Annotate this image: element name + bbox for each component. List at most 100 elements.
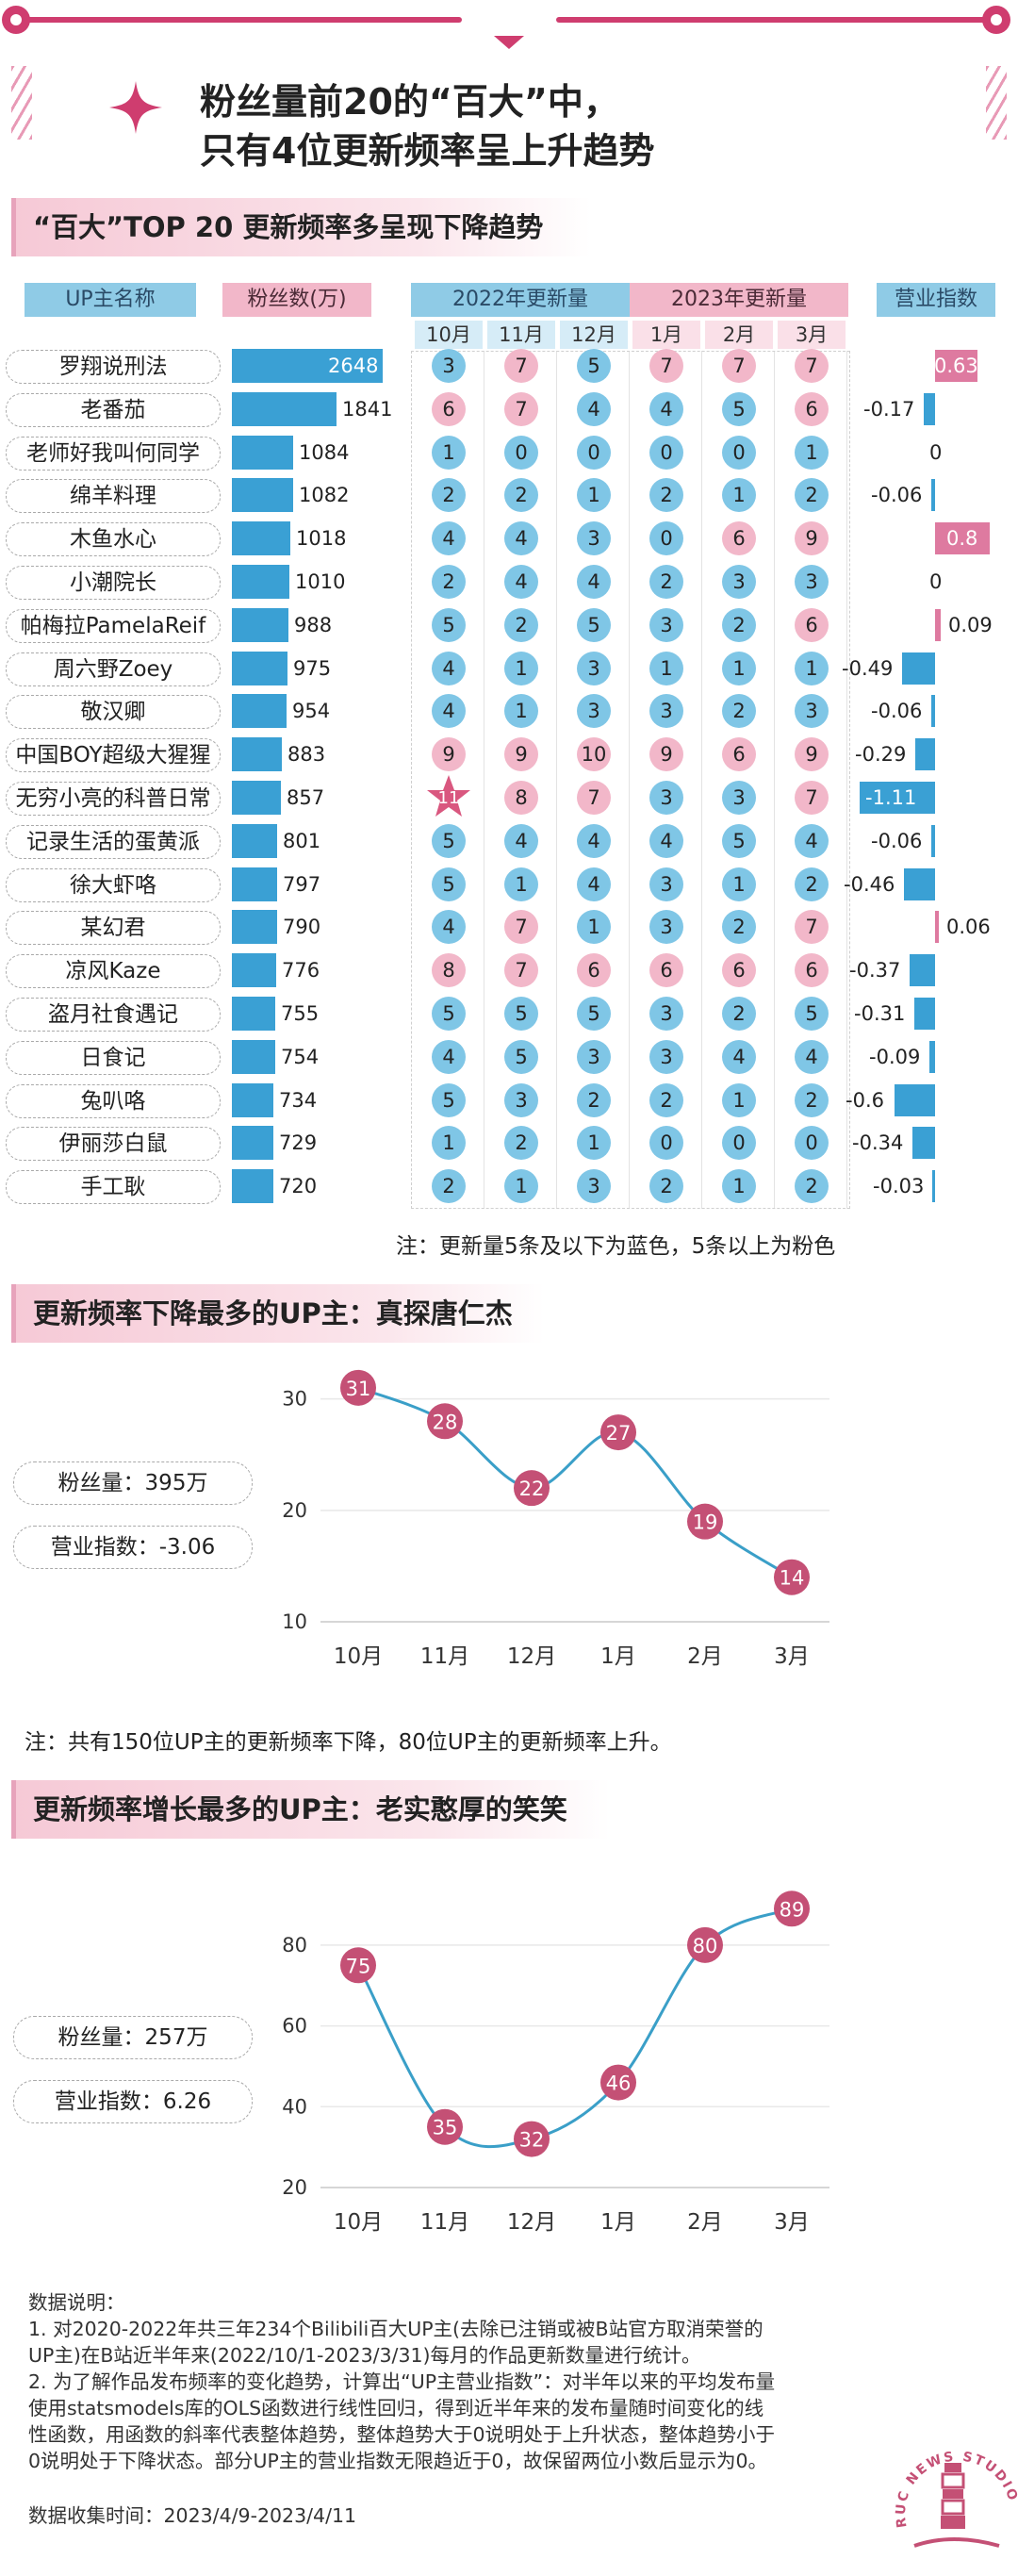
- fans-bar: [232, 478, 293, 513]
- data-label: 28: [433, 1411, 458, 1433]
- index-bar: [924, 392, 935, 425]
- data-note-1: 数据说明：: [28, 2291, 125, 2314]
- update-star: 11: [427, 775, 470, 817]
- data-label: 80: [693, 1935, 718, 1957]
- update-count: 1: [649, 651, 683, 685]
- update-count: 4: [432, 651, 466, 685]
- up-name: 绵羊料理: [6, 479, 221, 514]
- update-count: 7: [795, 910, 829, 945]
- update-count: 5: [722, 823, 756, 858]
- fans-value: 988: [294, 613, 333, 636]
- y-tick-label: 40: [282, 2095, 307, 2118]
- update-count: 2: [504, 478, 538, 513]
- data-point: 35: [427, 2108, 463, 2145]
- fans-value: 883: [287, 743, 326, 767]
- up-name: 手工耿: [6, 1170, 221, 1205]
- fans-value: 797: [283, 872, 321, 896]
- up-name: 记录生活的蛋黄派: [6, 824, 221, 859]
- x-tick-label: 1月: [600, 2210, 636, 2235]
- update-count: 1: [504, 651, 538, 685]
- update-count: 2: [577, 1082, 611, 1117]
- up-name: 帕梅拉PamelaReif: [6, 608, 221, 643]
- update-count: 5: [577, 349, 611, 383]
- data-point: 89: [774, 1891, 810, 1927]
- fans-bar: [232, 391, 337, 426]
- col-header-index: 营业指数: [877, 283, 995, 317]
- update-count: 2: [649, 565, 683, 599]
- fans-value: 755: [281, 1002, 320, 1025]
- update-count: 7: [577, 781, 611, 815]
- index-value: -0.09: [869, 1045, 921, 1068]
- fans-pill-2: 粉丝量：257万: [13, 2016, 253, 2059]
- index-value: -0.06: [871, 700, 923, 723]
- data-label: 31: [346, 1378, 371, 1400]
- update-count: 1: [577, 1126, 611, 1161]
- index-pill-2: 营业指数：6.26: [13, 2080, 253, 2123]
- update-count: 1: [722, 478, 756, 513]
- update-count: 0: [649, 1126, 683, 1161]
- month-header-3: 12月: [560, 321, 628, 349]
- series-line: [357, 1386, 793, 1578]
- update-count: 4: [795, 1039, 829, 1074]
- index-bar: [914, 998, 935, 1030]
- up-name: 周六野Zoey: [6, 652, 221, 686]
- fans-value: 1010: [295, 570, 346, 593]
- update-count: 6: [722, 737, 756, 772]
- fans-bar: [232, 1039, 275, 1074]
- update-count: 6: [649, 953, 683, 988]
- update-count: 4: [504, 823, 538, 858]
- update-count: 2: [795, 1082, 829, 1117]
- index-value: -0.37: [849, 959, 901, 983]
- index-bar: [935, 911, 939, 944]
- data-point: 31: [340, 1369, 376, 1406]
- update-count: 1: [722, 867, 756, 901]
- update-count: 5: [432, 607, 466, 642]
- index-bar: [931, 695, 935, 728]
- update-count: 0: [649, 521, 683, 556]
- index-bar: [932, 1170, 935, 1203]
- headline: 粉丝量前20的“百大”中， 只有4位更新频率呈上升趋势: [200, 77, 654, 175]
- update-count: 5: [504, 1039, 538, 1074]
- index-value: -0.46: [844, 872, 895, 896]
- data-label: 46: [606, 2072, 632, 2095]
- update-count: 7: [722, 349, 756, 383]
- index-bar: [935, 522, 990, 555]
- update-count: 9: [649, 737, 683, 772]
- index-value: -0.06: [871, 829, 923, 852]
- update-count: 2: [795, 1169, 829, 1204]
- update-count: 4: [432, 694, 466, 729]
- update-count: 5: [722, 391, 756, 426]
- col-header-fans: 粉丝数(万): [222, 283, 371, 317]
- fans-bar: [232, 607, 288, 642]
- index-value: 0.8: [946, 527, 978, 551]
- headline-line1: 粉丝量前20的“百大”中，: [200, 81, 619, 123]
- index-value: -0.31: [854, 1002, 906, 1025]
- col-header-name: UP主名称: [25, 283, 196, 317]
- update-count: 0: [795, 1126, 829, 1161]
- update-count: 5: [577, 607, 611, 642]
- update-count: 1: [432, 435, 466, 470]
- update-count: 9: [432, 737, 466, 772]
- update-count: 0: [504, 435, 538, 470]
- data-point: 22: [514, 1470, 550, 1507]
- sparkle-icon: [109, 81, 162, 134]
- month-header-2: 11月: [487, 321, 555, 349]
- fans-bar: [232, 953, 276, 988]
- x-tick-label: 10月: [334, 1644, 383, 1669]
- x-tick-label: 3月: [774, 2210, 810, 2235]
- update-count: 8: [432, 953, 466, 988]
- update-count: 2: [722, 910, 756, 945]
- data-point: 28: [427, 1403, 463, 1440]
- fans-bar: [232, 349, 383, 383]
- update-count: 4: [504, 521, 538, 556]
- data-note-4: 2. 为了解作品发布频率的变化趋势，计算出“UP主营业指数”：对半年以来的平均发…: [28, 2370, 776, 2393]
- index-value: -0.06: [871, 484, 923, 507]
- update-count: 1: [577, 910, 611, 945]
- update-count: 2: [795, 867, 829, 901]
- update-count: 3: [577, 521, 611, 556]
- update-count: 10: [577, 737, 611, 772]
- fans-bar: [232, 521, 290, 556]
- line-chart-decline: 10 20 30 10月 11月 12月 1月 2月 3月 31 28 22 27 19 14: [282, 1369, 829, 1669]
- update-count: 1: [795, 435, 829, 470]
- update-count: 3: [649, 607, 683, 642]
